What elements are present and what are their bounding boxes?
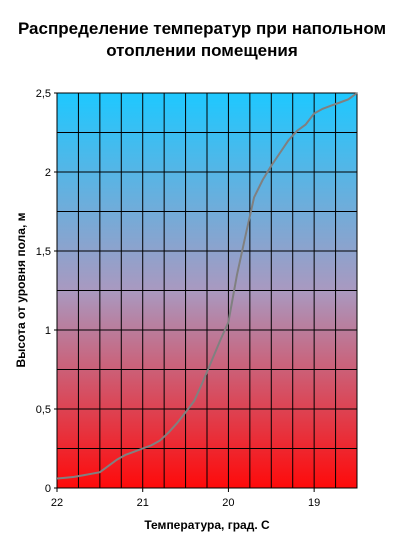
y-tick-label: 0,5	[36, 404, 51, 416]
x-tick-label: 19	[308, 497, 320, 509]
x-axis-label: Температура, град. С	[144, 518, 270, 532]
plot-border	[56, 92, 358, 489]
x-axis-ticks: 22 21 20 19	[51, 488, 320, 509]
x-tick-label: 21	[137, 497, 149, 509]
grid	[56, 92, 358, 489]
chart-title: Распределение температур при напольном о…	[17, 19, 387, 60]
y-tick-label: 1,5	[36, 246, 51, 258]
x-tick-label: 20	[222, 497, 234, 509]
y-tick-label: 2,5	[36, 88, 51, 100]
y-axis-ticks: 0 0,5 1 1,5 2 2,5	[36, 88, 57, 495]
y-tick-label: 2	[45, 167, 51, 179]
series-line	[56, 92, 358, 480]
y-tick-label: 0	[45, 483, 51, 495]
x-tick-label: 22	[51, 497, 63, 509]
y-tick-label: 1	[45, 325, 51, 337]
y-axis-label: Высота от уровня пола, м	[14, 212, 28, 368]
